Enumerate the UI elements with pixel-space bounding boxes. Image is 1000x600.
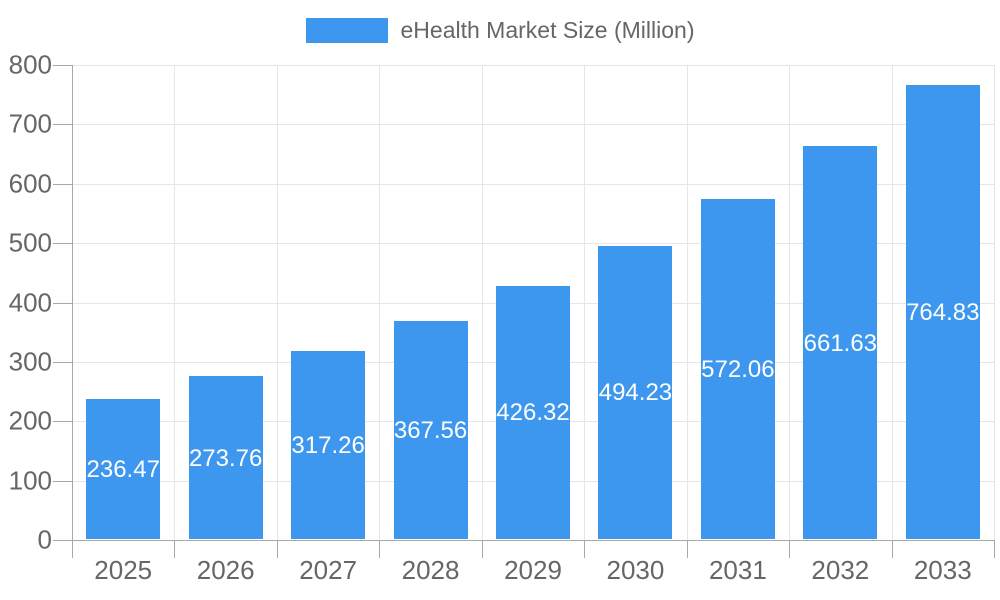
x-gridline	[379, 65, 381, 540]
bar-2031[interactable]	[700, 199, 775, 539]
x-axis-tick	[174, 540, 176, 558]
x-axis-tick	[72, 540, 73, 558]
x-axis-tick	[994, 540, 995, 558]
y-axis-tick	[53, 124, 72, 126]
bar-2025[interactable]	[86, 398, 161, 539]
legend-swatch	[305, 18, 388, 43]
x-axis-tick-label: 2028	[401, 555, 460, 585]
legend-label: eHealth Market Size (Million)	[400, 17, 695, 43]
y-axis-tick-label: 600	[8, 168, 52, 199]
x-axis-tick	[379, 540, 381, 558]
x-axis-tick	[686, 540, 688, 558]
y-axis-tick-label: 700	[8, 108, 52, 139]
x-gridline	[891, 65, 893, 540]
y-axis-tick-label: 300	[8, 346, 52, 377]
bar-2030[interactable]	[598, 245, 673, 539]
plot-area: 0 100 200 300 400 500 600 700 800 236.47 2025 273.7…	[9, 50, 995, 585]
y-gridline	[72, 243, 994, 245]
x-gridline	[174, 65, 176, 540]
x-gridline	[686, 65, 688, 540]
bar-2028[interactable]	[393, 320, 468, 539]
x-axis-tick-label: 2033	[913, 555, 972, 585]
y-axis-tick	[53, 540, 72, 541]
y-axis-tick	[53, 302, 72, 304]
x-gridline	[994, 65, 995, 540]
y-axis-tick-label: 400	[8, 287, 52, 317]
bar-2032[interactable]	[803, 146, 878, 539]
x-axis-tick	[276, 540, 278, 558]
y-axis-line	[72, 65, 73, 558]
x-axis-tick-label: 2025	[94, 555, 153, 585]
x-gridline	[481, 65, 483, 540]
x-axis-line	[72, 540, 994, 541]
y-axis-tick-label: 500	[8, 227, 52, 258]
x-axis-tick	[481, 540, 483, 558]
x-axis-tick-label: 2031	[708, 555, 767, 585]
x-gridline	[276, 65, 278, 540]
x-axis-tick-label: 2027	[299, 555, 358, 585]
x-gridline	[584, 65, 586, 540]
y-axis-tick-label: 0	[37, 524, 52, 555]
y-gridline	[72, 124, 994, 126]
y-axis-tick	[53, 480, 72, 482]
x-axis-tick	[891, 540, 893, 558]
x-axis-tick	[789, 540, 791, 558]
y-axis-tick	[53, 65, 72, 66]
y-gridline	[72, 183, 994, 185]
x-axis-tick	[584, 540, 586, 558]
y-gridline	[72, 65, 994, 66]
y-axis-tick-label: 800	[8, 49, 52, 80]
y-axis-tick	[53, 421, 72, 423]
x-gridline	[789, 65, 791, 540]
x-axis-tick-label: 2032	[811, 555, 870, 585]
y-axis-tick	[53, 361, 72, 363]
y-axis-tick	[53, 243, 72, 245]
y-axis-tick-label: 100	[8, 465, 52, 496]
x-axis-tick-label: 2026	[196, 555, 255, 585]
bar-2027[interactable]	[291, 350, 366, 539]
bar-2033[interactable]	[905, 84, 980, 539]
bar-2026[interactable]	[188, 376, 263, 539]
bar-2029[interactable]	[496, 285, 570, 539]
y-axis-tick-label: 200	[8, 405, 52, 436]
y-axis-tick	[53, 183, 72, 185]
x-axis-tick-label: 2029	[504, 555, 562, 585]
legend[interactable]: eHealth Market Size (Million)	[0, 18, 1000, 43]
x-axis-tick-label: 2030	[606, 555, 665, 585]
